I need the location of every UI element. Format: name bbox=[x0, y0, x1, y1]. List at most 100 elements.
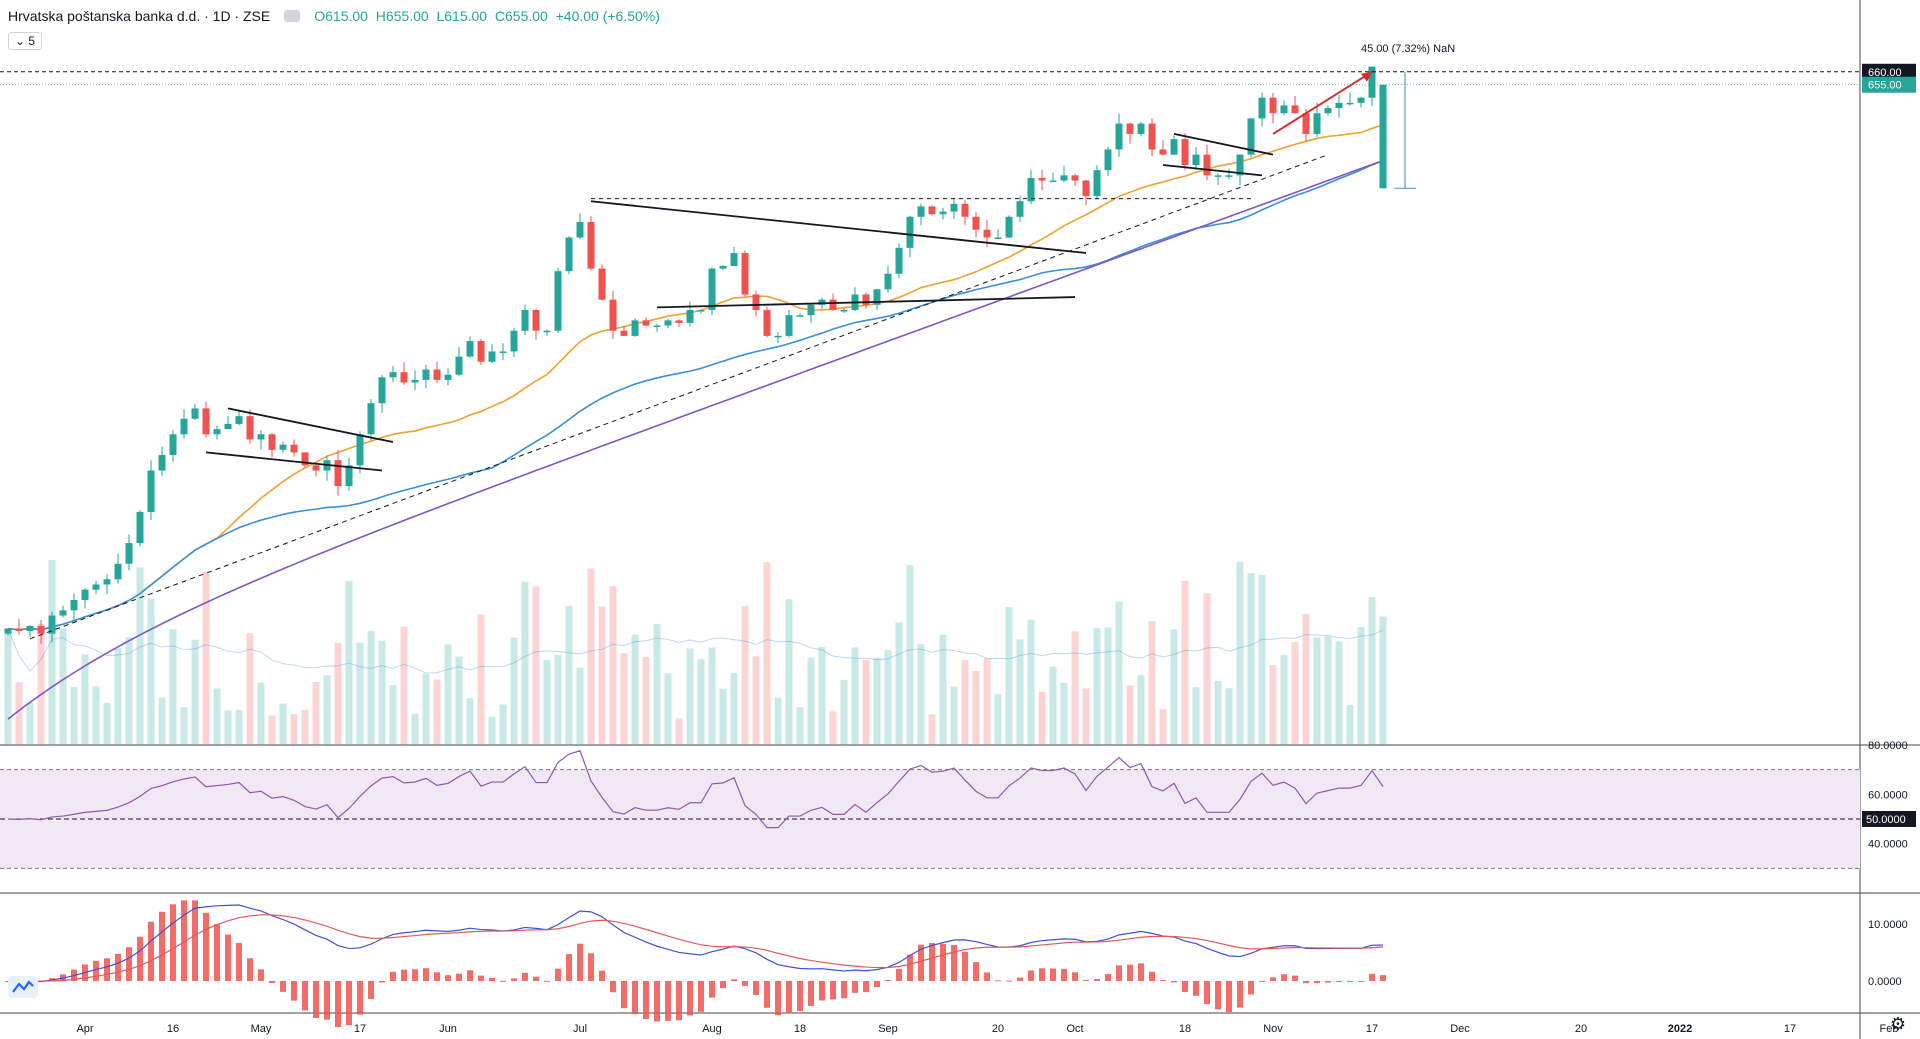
symbol-title[interactable]: Hrvatska poštanska banka d.d. · 1D · ZSE bbox=[8, 8, 271, 24]
macd-histogram-bar bbox=[1116, 965, 1122, 981]
volume-bar bbox=[543, 660, 551, 745]
macd-histogram-bar bbox=[1028, 970, 1034, 981]
x-tick-label: 17 bbox=[1784, 1023, 1796, 1035]
candle-body bbox=[1313, 113, 1321, 134]
volume-bar bbox=[323, 675, 331, 745]
volume-bar bbox=[1203, 593, 1211, 745]
candle-body bbox=[818, 299, 826, 305]
x-tick-label: May bbox=[251, 1023, 272, 1035]
macd-histogram-bar bbox=[1204, 981, 1210, 1005]
volume-bar bbox=[631, 634, 639, 745]
volume-bar bbox=[356, 642, 364, 745]
candle-body bbox=[400, 372, 408, 383]
candle-body bbox=[114, 563, 122, 580]
macd-histogram-bar bbox=[269, 981, 275, 984]
volume-bar bbox=[477, 614, 485, 745]
candle-body bbox=[763, 310, 771, 336]
volume-bar bbox=[642, 656, 650, 745]
candle-body bbox=[565, 237, 573, 272]
visibility-icon[interactable] bbox=[284, 10, 301, 22]
volume-bar bbox=[1170, 629, 1178, 745]
settings-gear-icon[interactable]: ⚙ bbox=[1889, 1014, 1906, 1034]
volume-bar bbox=[59, 628, 67, 745]
volume-bar bbox=[895, 622, 903, 745]
candle-body bbox=[895, 247, 903, 274]
volume-bar bbox=[587, 568, 595, 745]
macd-histogram-bar bbox=[313, 981, 319, 1019]
candle-body bbox=[279, 444, 287, 450]
candle-body bbox=[1269, 97, 1277, 114]
volume-bar bbox=[70, 687, 78, 745]
volume-bar bbox=[1016, 639, 1024, 745]
volume-bar bbox=[1324, 636, 1332, 745]
volume-bar bbox=[972, 671, 980, 745]
macd-histogram-bar bbox=[148, 921, 154, 981]
volume-bar bbox=[81, 654, 89, 745]
macd-histogram-bar bbox=[1292, 975, 1298, 981]
volume-bar bbox=[180, 707, 188, 745]
candle-body bbox=[939, 211, 947, 215]
candle-body bbox=[1357, 97, 1365, 103]
x-tick-label: 18 bbox=[1179, 1023, 1191, 1035]
price-label-655-bg bbox=[1862, 76, 1916, 93]
macd-histogram-bar bbox=[478, 975, 484, 981]
tradingview-logo-icon[interactable] bbox=[8, 976, 38, 998]
candle-body bbox=[136, 511, 144, 544]
candle-body bbox=[59, 610, 67, 616]
candle-body bbox=[81, 589, 89, 600]
candle-body bbox=[169, 434, 177, 455]
candle-body bbox=[356, 434, 364, 466]
wedge-upper-line bbox=[227, 407, 394, 443]
candle-body bbox=[1335, 102, 1343, 109]
candle-body bbox=[1291, 105, 1299, 114]
volume-bar bbox=[158, 697, 166, 745]
volume-bar bbox=[1126, 685, 1134, 745]
macd-histogram-bar bbox=[1083, 980, 1089, 982]
volume-bar bbox=[1115, 601, 1123, 745]
candle-body bbox=[741, 253, 749, 295]
macd-histogram-bar bbox=[918, 944, 924, 981]
interval-button[interactable]: ⌄ 5 bbox=[8, 32, 43, 50]
volume-bar bbox=[1049, 666, 1057, 745]
candle-body bbox=[829, 299, 837, 310]
sma-50-line bbox=[7, 159, 1384, 631]
candle-body bbox=[620, 330, 628, 336]
candle-body bbox=[664, 320, 672, 326]
macd-histogram-bar bbox=[896, 968, 902, 981]
candle-body bbox=[653, 325, 661, 328]
candle-body bbox=[631, 320, 639, 336]
macd-histogram-bar bbox=[951, 944, 957, 981]
volume-bar bbox=[169, 629, 177, 745]
macd-histogram-bar bbox=[1061, 968, 1067, 981]
macd-histogram-bar bbox=[401, 969, 407, 981]
macd-histogram-bar bbox=[1160, 980, 1166, 982]
volume-bar bbox=[92, 686, 100, 745]
rsi-value-bg bbox=[1862, 811, 1916, 827]
candle-body bbox=[257, 434, 265, 440]
rsi-tick-80: 80.0000 bbox=[1868, 740, 1908, 752]
candle-body bbox=[873, 289, 881, 305]
price-label-655: 655.00 bbox=[1868, 80, 1902, 92]
candle-body bbox=[1324, 108, 1332, 114]
macd-histogram-bar bbox=[1325, 981, 1331, 983]
macd-histogram-bar bbox=[797, 981, 803, 1012]
volume-bar bbox=[268, 715, 276, 745]
candle-body bbox=[433, 369, 441, 380]
volume-bar bbox=[664, 673, 672, 745]
candle-body bbox=[587, 221, 595, 269]
macd-histogram-bar bbox=[1215, 981, 1221, 1010]
volume-bar bbox=[950, 686, 958, 745]
macd-histogram-bar bbox=[566, 954, 572, 981]
macd-histogram-bar bbox=[489, 977, 495, 981]
candle-body bbox=[466, 341, 474, 357]
volume-bar bbox=[26, 702, 34, 745]
candle-body bbox=[961, 203, 969, 217]
volume-bar bbox=[1181, 580, 1189, 745]
candle-body bbox=[37, 625, 45, 634]
macd-histogram-bar bbox=[698, 981, 704, 1012]
macd-histogram-bar bbox=[1314, 981, 1320, 984]
volume-bar bbox=[620, 653, 628, 745]
candle-body bbox=[389, 372, 397, 378]
volume-bar bbox=[697, 659, 705, 745]
